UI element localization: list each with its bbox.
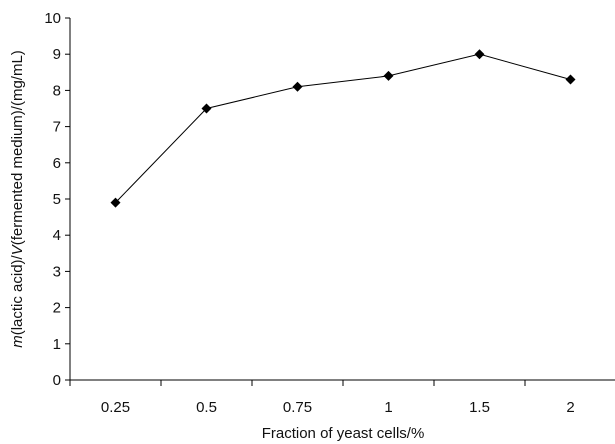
data-point-diamond [474,49,485,60]
x-tick-label: 1.5 [469,399,490,416]
y-tick-label: 2 [53,300,61,317]
x-tick-label: 1 [384,399,392,416]
data-point-diamond [110,197,121,208]
y-tick-label: 6 [53,155,61,172]
data-series [110,49,576,208]
y-tick-label: 0 [53,372,61,389]
y-axis-ticks: 0 1 2 3 4 5 6 7 8 9 10 [44,10,70,389]
data-point-diamond [565,74,576,85]
data-point-diamond [201,103,212,114]
y-tick-label: 8 [53,82,61,99]
y-tick-label: 4 [53,227,61,244]
y-tick-label: 5 [53,191,61,208]
y-axis-title-m: m [9,335,26,348]
y-axis-title-part1: (lactic acid)/ [9,254,26,335]
x-tick-label: 0.25 [101,399,130,416]
y-axis-title: m(lactic acid)/V(fermented medium)/(mg/m… [9,50,26,348]
x-tick-label: 2 [566,399,574,416]
x-axis-title: Fraction of yeast cells/% [262,425,425,442]
x-tick-label: 0.5 [196,399,217,416]
y-axis-title-part2: (fermented medium)/(mg/mL) [9,50,26,245]
y-tick-label: 7 [53,119,61,136]
y-tick-label: 3 [53,263,61,280]
y-axis-title-v: V [9,243,26,255]
x-axis-ticks: 0.25 0.5 0.75 1 1.5 2 [69,380,575,416]
data-point-diamond [383,70,394,81]
data-point-diamond [292,81,303,92]
y-tick-label: 10 [44,10,61,27]
x-tick-label: 0.75 [283,399,312,416]
series-line [115,53,571,203]
y-tick-label: 9 [53,46,61,63]
y-tick-label: 1 [53,336,61,353]
